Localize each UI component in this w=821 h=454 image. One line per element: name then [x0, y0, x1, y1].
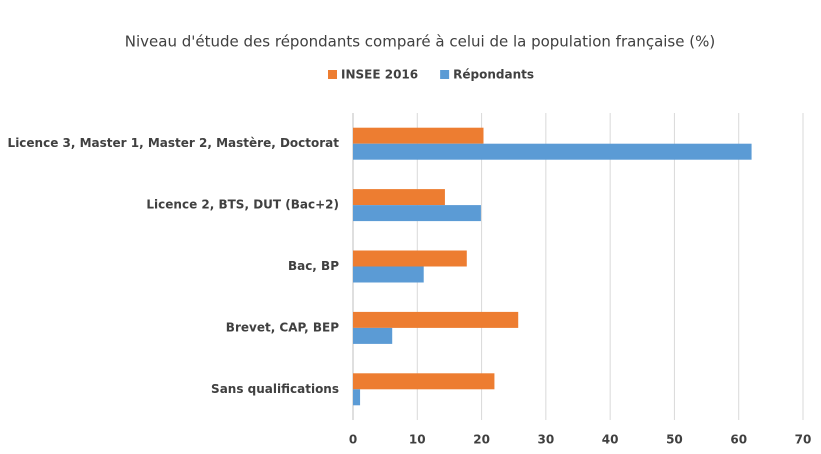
x-tick-label: 10	[409, 433, 426, 447]
x-tick-label: 60	[730, 433, 747, 447]
legend: INSEE 2016 Répondants	[328, 68, 534, 82]
bar	[353, 205, 481, 222]
bar	[353, 189, 445, 206]
bar	[353, 327, 393, 344]
bar	[353, 250, 467, 267]
bar	[353, 266, 424, 283]
y-tick-label: Licence 2, BTS, DUT (Bac+2)	[146, 198, 339, 212]
bar	[353, 373, 495, 390]
legend-label: Répondants	[453, 68, 534, 82]
y-tick-label: Brevet, CAP, BEP	[226, 320, 339, 334]
bar	[353, 311, 519, 328]
legend-swatch	[328, 70, 337, 79]
x-tick-label: 0	[349, 433, 357, 447]
x-tick-label: 50	[666, 433, 683, 447]
y-tick-label: Sans qualifications	[211, 382, 339, 396]
x-tick-label: 40	[602, 433, 619, 447]
bar	[353, 143, 752, 160]
chart-title: Niveau d'étude des répondants comparé à …	[125, 33, 715, 51]
legend-swatch	[440, 70, 450, 79]
x-tick-label: 70	[795, 433, 812, 447]
y-tick-label: Licence 3, Master 1, Master 2, Mastère, …	[8, 136, 340, 150]
bar	[353, 389, 361, 406]
bar	[353, 127, 484, 144]
x-tick-label: 30	[538, 433, 555, 447]
y-tick-label: Bac, BP	[288, 259, 339, 273]
legend-label: INSEE 2016	[341, 68, 418, 82]
x-tick-label: 20	[473, 433, 490, 447]
